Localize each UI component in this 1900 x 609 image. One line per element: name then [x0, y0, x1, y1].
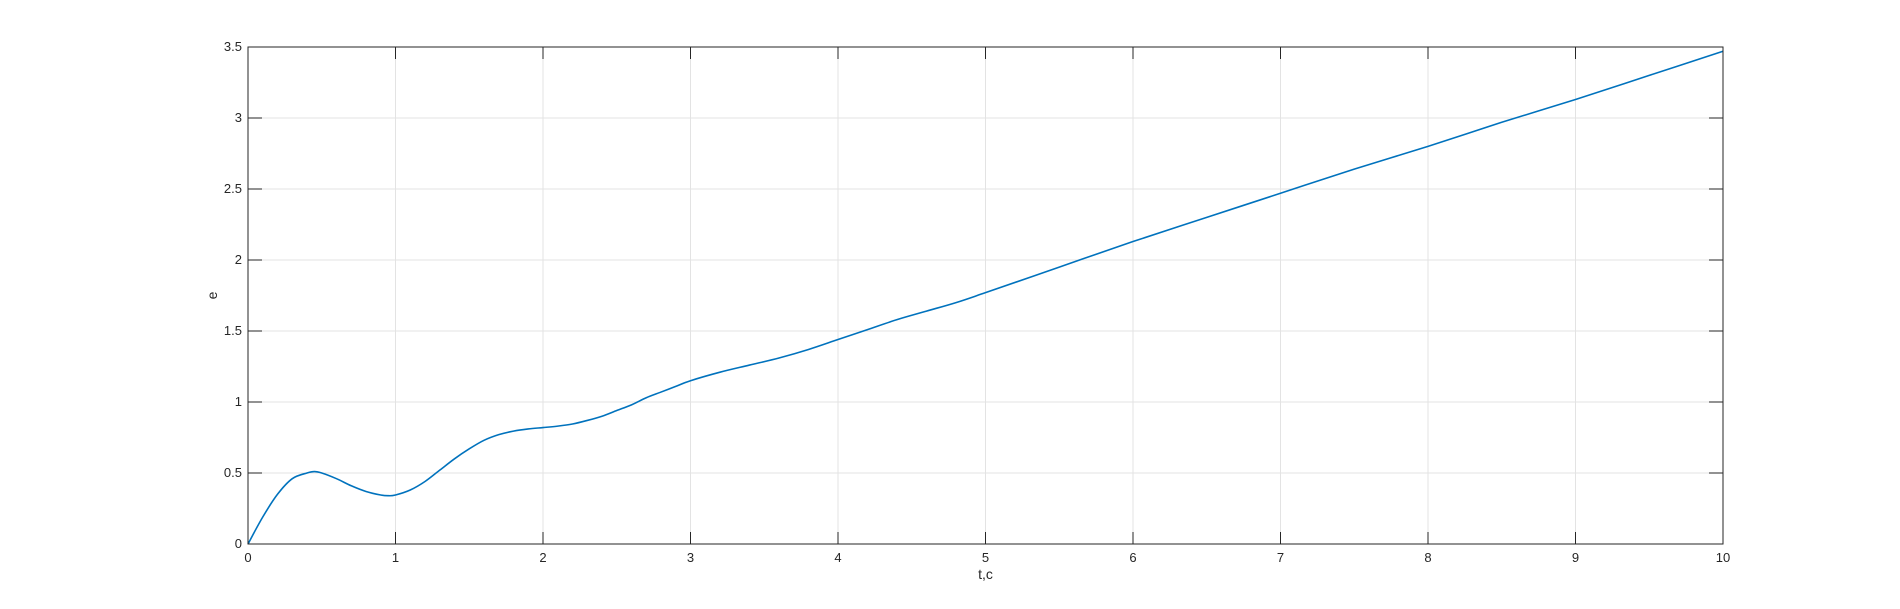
series-group — [247, 50, 1724, 545]
y-tick-label: 2.5 — [224, 181, 242, 196]
x-tick-label: 1 — [392, 550, 399, 565]
y-tick-labels: 0 0.5 1 1.5 2 2.5 3 3.5 — [224, 39, 242, 551]
x-tick-label: 2 — [539, 550, 546, 565]
y-axis-label: e — [204, 291, 220, 299]
y-tick-label: 0.5 — [224, 465, 242, 480]
x-tick-label: 3 — [687, 550, 694, 565]
y-tick-label: 1.5 — [224, 323, 242, 338]
x-tick-label: 5 — [982, 550, 989, 565]
x-tick-label: 6 — [1129, 550, 1136, 565]
x-tick-label: 7 — [1277, 550, 1284, 565]
x-tick-label: 0 — [244, 550, 251, 565]
x-tick-label: 4 — [834, 550, 841, 565]
x-tick-label: 8 — [1424, 550, 1431, 565]
y-tick-label: 1 — [235, 394, 242, 409]
x-tick-labels: 0 1 2 3 4 5 6 7 8 9 10 — [244, 550, 1730, 565]
x-axis-label: t,c — [978, 566, 993, 582]
grid-lines — [248, 47, 1723, 544]
x-tick-label: 9 — [1572, 550, 1579, 565]
y-tick-label: 3 — [235, 110, 242, 125]
x-tick-label: 10 — [1716, 550, 1730, 565]
y-tick-label: 3.5 — [224, 39, 242, 54]
series-line — [247, 50, 1724, 545]
tick-marks — [247, 46, 1724, 545]
y-tick-label: 2 — [235, 252, 242, 267]
y-tick-label: 0 — [235, 536, 242, 551]
